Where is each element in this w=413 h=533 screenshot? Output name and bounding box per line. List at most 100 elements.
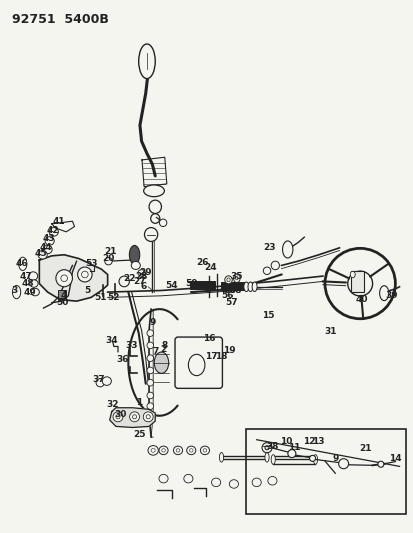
Text: 1: 1: [135, 398, 142, 407]
Circle shape: [147, 367, 153, 374]
Text: 29: 29: [139, 269, 152, 277]
Ellipse shape: [267, 477, 276, 485]
Ellipse shape: [349, 271, 354, 278]
Ellipse shape: [282, 241, 292, 258]
Text: 30: 30: [114, 410, 127, 419]
Text: 49: 49: [24, 288, 36, 296]
Text: 37: 37: [92, 375, 104, 384]
Ellipse shape: [188, 354, 204, 376]
Text: 54: 54: [165, 281, 178, 289]
Text: 27: 27: [133, 277, 146, 286]
Circle shape: [147, 355, 153, 361]
Ellipse shape: [150, 214, 159, 223]
Ellipse shape: [243, 282, 248, 292]
Text: 8: 8: [161, 341, 168, 350]
Text: 19: 19: [223, 346, 235, 355]
Ellipse shape: [151, 448, 155, 453]
Polygon shape: [39, 255, 107, 301]
Circle shape: [147, 342, 153, 349]
Ellipse shape: [131, 262, 140, 270]
Ellipse shape: [148, 446, 158, 455]
Ellipse shape: [159, 474, 168, 483]
Bar: [190, 281, 215, 289]
Ellipse shape: [211, 478, 220, 487]
Text: 22: 22: [123, 274, 135, 282]
Text: 9: 9: [149, 318, 155, 327]
FancyBboxPatch shape: [175, 337, 222, 389]
Ellipse shape: [12, 286, 21, 298]
Ellipse shape: [271, 455, 275, 464]
Text: 36: 36: [116, 356, 128, 364]
Ellipse shape: [19, 257, 27, 271]
Ellipse shape: [200, 446, 209, 455]
Text: 41: 41: [52, 217, 65, 225]
Circle shape: [61, 275, 67, 281]
Text: 12: 12: [303, 437, 315, 446]
Circle shape: [324, 248, 394, 319]
Circle shape: [146, 415, 150, 419]
Ellipse shape: [263, 267, 270, 274]
Circle shape: [96, 378, 104, 387]
Ellipse shape: [138, 44, 155, 79]
Ellipse shape: [226, 278, 230, 281]
Text: 7: 7: [152, 348, 159, 356]
Text: 56: 56: [221, 292, 233, 300]
Circle shape: [377, 461, 383, 467]
Ellipse shape: [129, 245, 140, 264]
Circle shape: [287, 449, 295, 458]
Text: 20: 20: [102, 254, 114, 263]
Ellipse shape: [252, 282, 256, 292]
Text: 10: 10: [280, 437, 292, 446]
Bar: [58, 290, 66, 298]
Text: 52: 52: [107, 293, 120, 302]
Ellipse shape: [102, 377, 111, 385]
Text: 2: 2: [160, 345, 166, 353]
Text: 58: 58: [229, 286, 242, 295]
Ellipse shape: [229, 480, 238, 488]
Ellipse shape: [159, 446, 168, 455]
Text: 46: 46: [15, 260, 28, 268]
Ellipse shape: [43, 245, 52, 254]
Text: 51: 51: [94, 293, 106, 302]
Text: 23: 23: [263, 244, 275, 252]
Ellipse shape: [49, 228, 58, 236]
Ellipse shape: [189, 449, 192, 452]
Text: 38: 38: [266, 442, 278, 451]
Ellipse shape: [271, 261, 279, 270]
Text: 42: 42: [47, 226, 59, 235]
Text: 31: 31: [323, 327, 336, 336]
Ellipse shape: [149, 200, 161, 213]
Ellipse shape: [313, 455, 317, 464]
Ellipse shape: [247, 282, 252, 292]
Ellipse shape: [224, 276, 232, 284]
Text: 45: 45: [34, 249, 47, 257]
Ellipse shape: [176, 449, 179, 452]
Text: 5: 5: [84, 286, 91, 295]
Ellipse shape: [77, 267, 92, 282]
Circle shape: [147, 379, 153, 386]
Text: 26: 26: [196, 258, 209, 266]
Text: 40: 40: [355, 295, 368, 304]
Circle shape: [129, 412, 139, 422]
Circle shape: [309, 455, 315, 462]
Text: 50: 50: [57, 298, 69, 307]
Circle shape: [147, 403, 153, 409]
Text: 24: 24: [204, 263, 216, 272]
Ellipse shape: [28, 272, 38, 280]
Circle shape: [113, 412, 123, 422]
Text: 33: 33: [125, 341, 138, 350]
Text: 17: 17: [204, 352, 217, 360]
Text: 18: 18: [215, 352, 227, 360]
Ellipse shape: [159, 219, 166, 227]
Text: 39: 39: [384, 292, 396, 300]
Circle shape: [143, 412, 153, 422]
Ellipse shape: [154, 352, 169, 373]
Text: 55: 55: [223, 286, 235, 295]
Ellipse shape: [183, 474, 192, 483]
Ellipse shape: [143, 185, 164, 197]
Circle shape: [261, 443, 271, 453]
Text: 32: 32: [106, 400, 119, 408]
Ellipse shape: [138, 270, 145, 276]
Ellipse shape: [144, 228, 157, 241]
Ellipse shape: [173, 446, 182, 455]
